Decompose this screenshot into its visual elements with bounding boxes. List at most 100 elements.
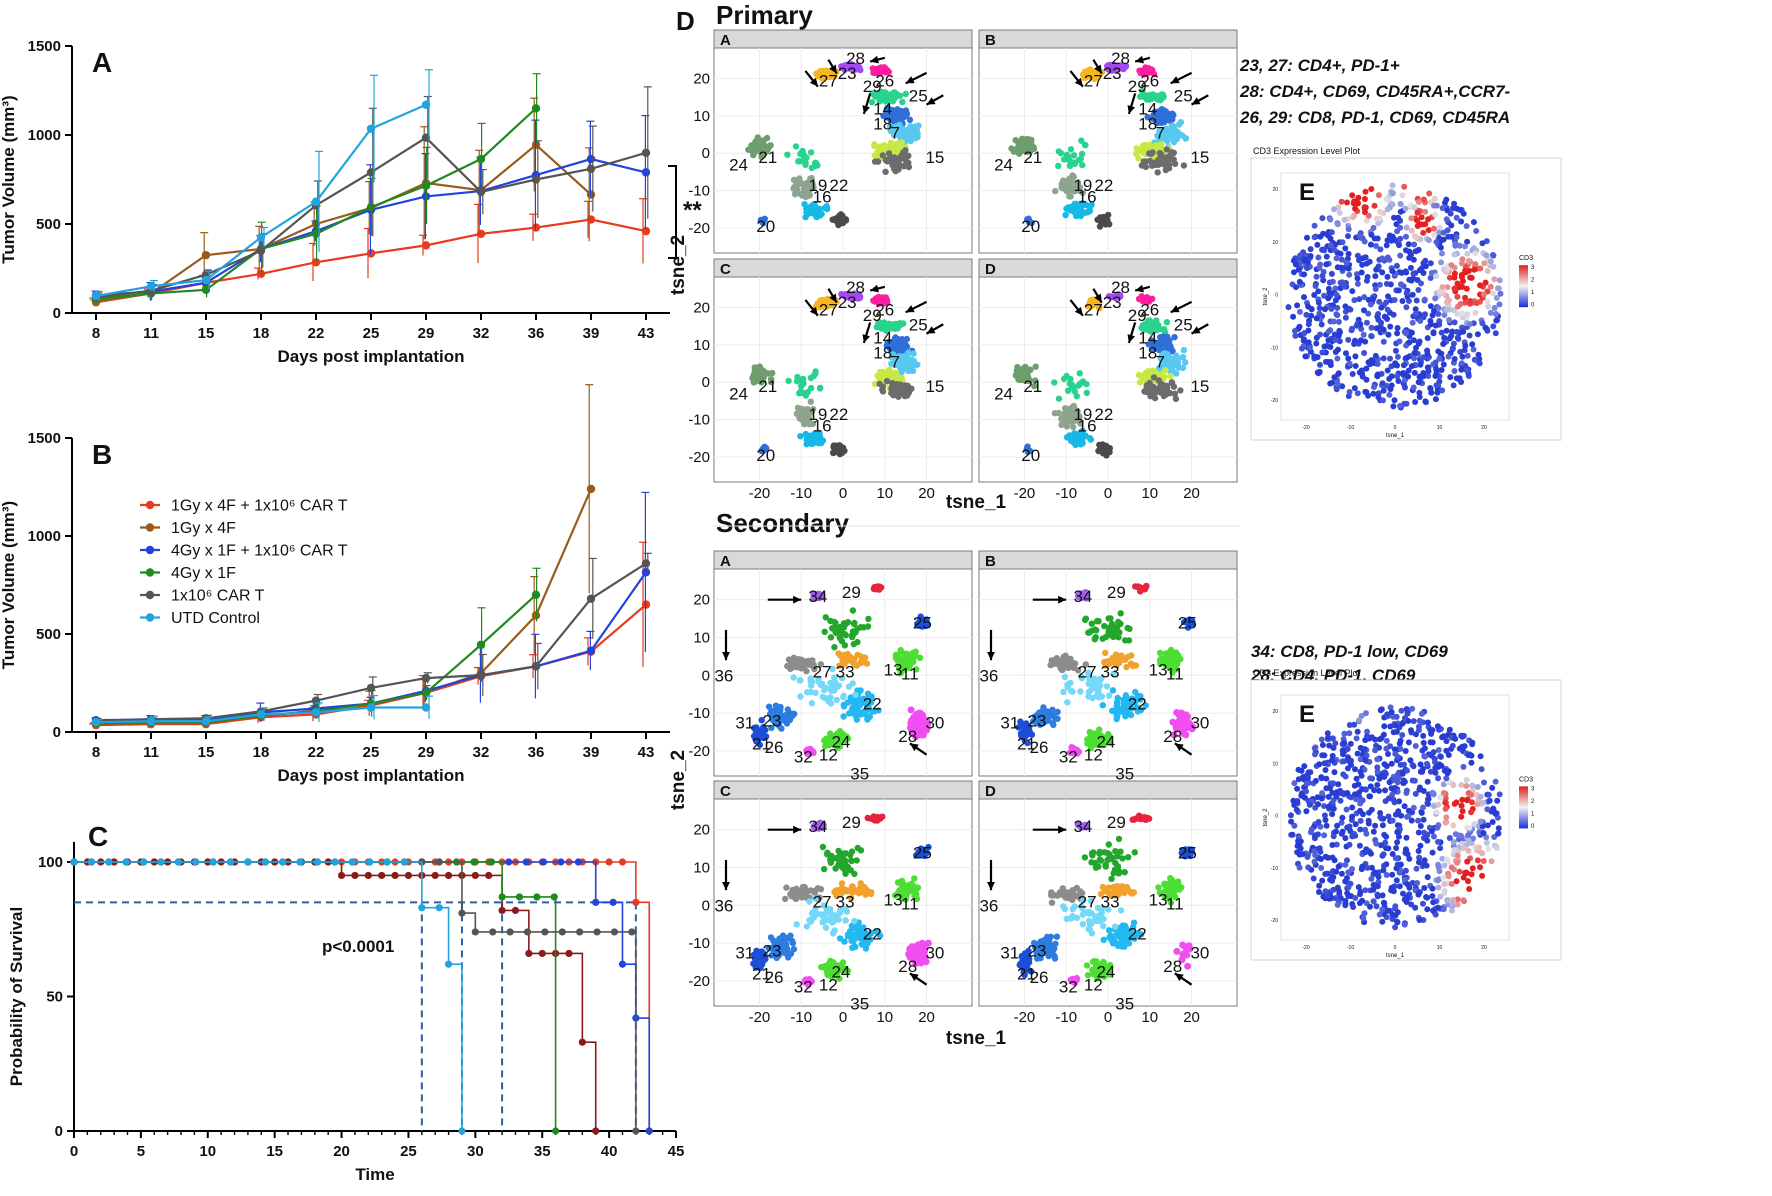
cluster-label: 12: [819, 976, 838, 995]
cluster-label: 27: [1084, 71, 1103, 90]
cluster-label: 33: [836, 893, 855, 912]
scatter-point: [1068, 384, 1076, 391]
scatter-point: [784, 951, 791, 958]
scatter-point: [1085, 629, 1092, 636]
scatter-point: [1100, 445, 1107, 452]
scatter-point: [869, 90, 876, 97]
legend-entry: 1x10⁶ CAR T: [171, 588, 265, 605]
cluster-label: 31: [735, 944, 754, 963]
cluster-label: 20: [1021, 217, 1040, 236]
scatter-point: [1098, 693, 1106, 700]
facet-strip: [978, 550, 1238, 570]
scatter-point: [798, 192, 806, 199]
legend-swatch-dot: [145, 613, 155, 622]
data-point: [586, 484, 596, 494]
scatter-point: [882, 168, 889, 175]
scatter-point: [812, 368, 819, 375]
censor-marker: [105, 858, 113, 866]
y-tick-label: 0: [702, 897, 710, 914]
scatter-point: [840, 713, 847, 720]
data-point: [311, 258, 321, 267]
censor-marker: [522, 858, 530, 866]
panel-label: A: [92, 47, 112, 78]
x-axis-label: Days post implantation: [277, 766, 464, 785]
scatter-point: [1070, 423, 1077, 431]
scatter-point: [795, 656, 802, 663]
censor-marker: [498, 906, 506, 915]
x-tick-label: 39: [583, 744, 600, 761]
y-tick-label: 10: [693, 337, 710, 354]
cluster-label: 21: [758, 148, 777, 167]
cluster-label: 27: [1084, 300, 1103, 319]
panel-label: B: [92, 439, 112, 470]
scatter-point: [816, 385, 824, 392]
censor-marker: [458, 1127, 466, 1135]
scatter-point: [886, 321, 893, 329]
legend-swatch-dot: [145, 523, 155, 532]
cluster-label: 21: [1023, 148, 1042, 167]
data-point: [641, 568, 651, 577]
scatter-point: [751, 147, 759, 155]
scatter-point: [1055, 162, 1062, 170]
scatter-point: [827, 634, 835, 641]
scatter-point: [1177, 119, 1185, 126]
scatter-point: [868, 99, 876, 106]
scatter-point: [785, 377, 792, 385]
scatter-point: [1168, 358, 1176, 365]
scatter-point: [862, 945, 870, 952]
scatter-point: [878, 66, 885, 73]
cluster-label: 22: [1094, 176, 1113, 195]
cluster-label: 36: [714, 666, 733, 685]
legend-entry: UTD Control: [171, 610, 260, 627]
y-tick-label: -10: [688, 705, 710, 722]
scatter-point: [767, 142, 774, 149]
data-point: [421, 703, 431, 712]
cluster-label: 22: [829, 176, 848, 195]
x-tick-label: -10: [790, 1009, 812, 1026]
cluster-label: 25: [1178, 613, 1197, 632]
scatter-point: [1026, 137, 1034, 144]
scatter-point: [807, 688, 815, 696]
legend-swatch-dot: [145, 500, 155, 510]
scatter-point: [785, 663, 792, 670]
scatter-point: [905, 135, 913, 143]
scatter-point: [1109, 707, 1116, 714]
scatter-point: [848, 706, 856, 714]
scatter-point: [1134, 583, 1142, 591]
scatter-point: [1125, 637, 1133, 644]
y-tick-label: 0: [55, 1123, 63, 1140]
censor-marker: [139, 858, 148, 866]
censor-marker: [209, 858, 217, 866]
x-tick-label: -20: [749, 1009, 771, 1026]
cluster-label: 15: [1190, 377, 1209, 396]
x-tick-label: 11: [143, 744, 159, 761]
cluster-label: 28: [898, 727, 917, 746]
censor-marker: [226, 858, 235, 866]
x-tick-label: 0: [839, 1009, 847, 1026]
scatter-point: [751, 366, 759, 374]
scatter-point: [808, 700, 816, 707]
y-axis-label: Tumor Volume (mm³): [0, 501, 18, 669]
legend-entry: 4Gy x 1F + 1x10⁶ CAR T: [171, 543, 348, 560]
censor-marker: [435, 904, 443, 912]
scatter-point: [792, 143, 800, 150]
scatter-point: [797, 891, 805, 898]
cluster-label: 13: [884, 661, 903, 680]
scatter-point: [852, 691, 859, 698]
scatter-point: [1172, 352, 1180, 359]
scatter-point: [1168, 126, 1176, 133]
data-point: [311, 708, 321, 717]
scatter-point: [844, 699, 851, 706]
y-tick-label: 1500: [28, 430, 61, 447]
scatter-point: [1154, 169, 1161, 176]
scatter-point: [841, 866, 848, 874]
scatter-point: [832, 624, 839, 631]
scatter-point: [883, 377, 891, 385]
y-tick-label: 100: [38, 854, 63, 871]
scatter-point: [1052, 187, 1059, 195]
censor-marker: [618, 858, 627, 866]
scatter-point: [1168, 110, 1176, 117]
